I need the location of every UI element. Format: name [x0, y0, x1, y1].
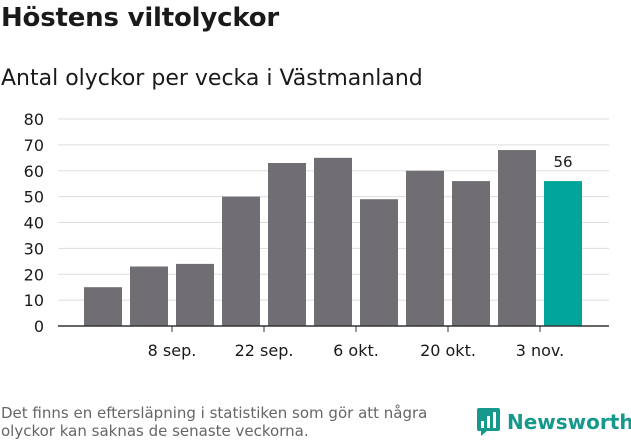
- bar: [130, 266, 168, 326]
- bar: [176, 263, 214, 326]
- bar: [268, 162, 306, 326]
- y-tick-label: 0: [34, 317, 44, 336]
- x-tick-label: 6 okt.: [333, 341, 379, 360]
- chart-subtitle: Antal olyckor per vecka i Västmanland: [1, 66, 423, 91]
- bar: [84, 287, 122, 326]
- brand: Newsworthy: [476, 405, 631, 439]
- x-tick-label: 22 sep.: [235, 341, 294, 360]
- data-label: 56: [553, 153, 572, 171]
- x-tick-label: 3 nov.: [516, 341, 565, 360]
- y-tick-label: 80: [24, 110, 44, 129]
- y-tick-label: 70: [24, 136, 44, 155]
- bar: [360, 199, 398, 326]
- y-tick-label: 20: [24, 265, 44, 284]
- newsworthy-logo-icon: [477, 408, 500, 436]
- x-tick-label: 20 okt.: [420, 341, 476, 360]
- bar: [406, 170, 444, 326]
- y-tick-label: 10: [24, 291, 44, 310]
- y-tick-label: 40: [24, 214, 44, 233]
- bar: [544, 181, 582, 326]
- y-tick-label: 30: [24, 239, 44, 258]
- y-tick-label: 60: [24, 162, 44, 181]
- footnote: Det finns en eftersläpning i statistiken…: [1, 404, 428, 440]
- bar-chart: 0 10 20 30 40 50 60 70 80 8 sep. 22 sep. 6 okt. 20 o…: [24, 110, 609, 360]
- x-tick-label: 8 sep.: [148, 341, 197, 360]
- y-tick-label: 50: [24, 188, 44, 207]
- bar: [498, 150, 536, 326]
- chart-title: Höstens viltolyckor: [1, 3, 280, 33]
- brand-name: Newsworthy: [507, 410, 631, 434]
- bar: [452, 181, 490, 326]
- bar: [222, 196, 260, 326]
- bar: [314, 157, 352, 326]
